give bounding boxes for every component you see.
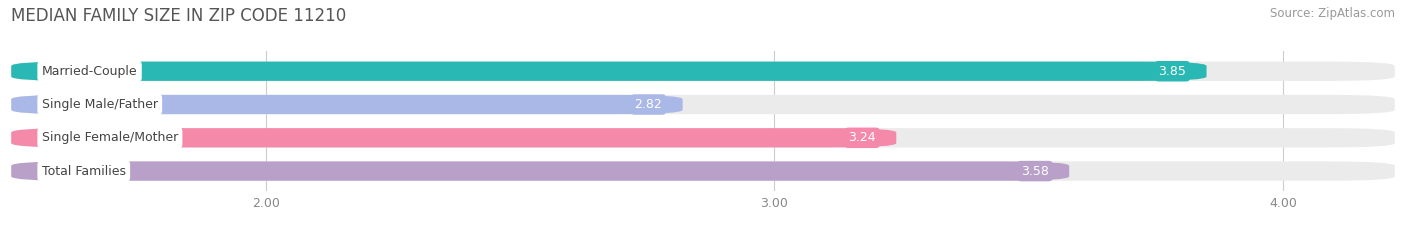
- Text: Single Male/Father: Single Male/Father: [42, 98, 157, 111]
- Text: 3.58: 3.58: [1021, 164, 1049, 178]
- FancyBboxPatch shape: [11, 95, 1395, 114]
- FancyBboxPatch shape: [11, 62, 1206, 81]
- Text: 2.82: 2.82: [634, 98, 662, 111]
- Text: Total Families: Total Families: [42, 164, 125, 178]
- Text: 3.24: 3.24: [848, 131, 876, 144]
- FancyBboxPatch shape: [11, 62, 1395, 81]
- Text: Married-Couple: Married-Couple: [42, 65, 138, 78]
- Text: Single Female/Mother: Single Female/Mother: [42, 131, 179, 144]
- Text: 3.85: 3.85: [1159, 65, 1187, 78]
- FancyBboxPatch shape: [11, 161, 1069, 181]
- FancyBboxPatch shape: [11, 161, 1395, 181]
- Text: MEDIAN FAMILY SIZE IN ZIP CODE 11210: MEDIAN FAMILY SIZE IN ZIP CODE 11210: [11, 7, 346, 25]
- FancyBboxPatch shape: [11, 95, 683, 114]
- FancyBboxPatch shape: [11, 128, 1395, 147]
- FancyBboxPatch shape: [11, 128, 896, 147]
- Text: Source: ZipAtlas.com: Source: ZipAtlas.com: [1270, 7, 1395, 20]
